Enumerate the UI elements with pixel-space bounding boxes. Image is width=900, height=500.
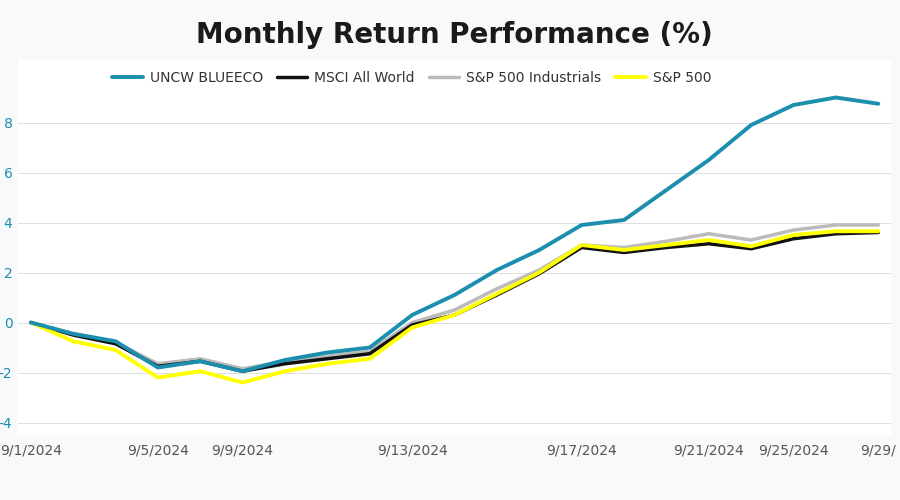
S&P 500 <box>364 356 375 362</box>
S&P 500 <box>238 380 248 386</box>
S&P 500 Industrials <box>407 320 418 326</box>
Legend: UNCW BLUEECO, MSCI All World, S&P 500 Industrials, S&P 500: UNCW BLUEECO, MSCI All World, S&P 500 In… <box>112 70 711 85</box>
S&P 500 Industrials <box>618 244 629 250</box>
S&P 500 Industrials <box>322 353 333 359</box>
MSCI All World <box>704 241 715 247</box>
MSCI All World <box>110 341 121 347</box>
MSCI All World <box>152 363 163 369</box>
S&P 500 <box>491 290 502 296</box>
S&P 500 Industrials <box>873 222 884 228</box>
MSCI All World <box>618 250 629 256</box>
S&P 500 Industrials <box>194 356 205 362</box>
UNCW BLUEECO <box>194 358 205 364</box>
S&P 500 <box>194 368 205 374</box>
S&P 500 Industrials <box>491 286 502 292</box>
S&P 500 <box>576 242 587 248</box>
Line: S&P 500 Industrials: S&P 500 Industrials <box>31 225 878 369</box>
S&P 500 <box>280 368 291 374</box>
Line: MSCI All World: MSCI All World <box>31 232 878 371</box>
MSCI All World <box>534 271 544 277</box>
UNCW BLUEECO <box>576 222 587 228</box>
S&P 500 Industrials <box>576 242 587 248</box>
S&P 500 Industrials <box>534 267 544 273</box>
S&P 500 Industrials <box>788 227 799 233</box>
S&P 500 Industrials <box>68 331 78 337</box>
Line: UNCW BLUEECO: UNCW BLUEECO <box>31 98 878 371</box>
UNCW BLUEECO <box>661 187 671 193</box>
S&P 500 Industrials <box>831 222 842 228</box>
S&P 500 <box>152 374 163 380</box>
S&P 500 <box>407 324 418 330</box>
S&P 500 Industrials <box>25 320 36 326</box>
Line: S&P 500: S&P 500 <box>31 231 878 382</box>
S&P 500 Industrials <box>449 307 460 313</box>
MSCI All World <box>491 292 502 298</box>
MSCI All World <box>68 332 78 338</box>
S&P 500 Industrials <box>280 358 291 364</box>
MSCI All World <box>25 320 36 326</box>
S&P 500 <box>831 228 842 234</box>
UNCW BLUEECO <box>449 292 460 298</box>
UNCW BLUEECO <box>152 364 163 370</box>
S&P 500 <box>25 320 36 326</box>
UNCW BLUEECO <box>110 338 121 344</box>
UNCW BLUEECO <box>831 94 842 100</box>
S&P 500 <box>618 247 629 253</box>
MSCI All World <box>746 246 757 252</box>
S&P 500 <box>661 242 671 248</box>
S&P 500 <box>449 312 460 318</box>
MSCI All World <box>322 356 333 362</box>
S&P 500 <box>322 361 333 367</box>
S&P 500 Industrials <box>746 237 757 243</box>
S&P 500 <box>110 347 121 353</box>
MSCI All World <box>407 322 418 328</box>
MSCI All World <box>576 244 587 250</box>
UNCW BLUEECO <box>618 217 629 223</box>
S&P 500 Industrials <box>152 361 163 367</box>
S&P 500 <box>873 228 884 234</box>
MSCI All World <box>238 368 248 374</box>
S&P 500 <box>746 243 757 249</box>
Title: Monthly Return Performance (%): Monthly Return Performance (%) <box>196 22 713 50</box>
UNCW BLUEECO <box>873 101 884 107</box>
UNCW BLUEECO <box>534 247 544 253</box>
S&P 500 <box>68 338 78 344</box>
UNCW BLUEECO <box>407 312 418 318</box>
S&P 500 Industrials <box>238 366 248 372</box>
UNCW BLUEECO <box>364 344 375 350</box>
S&P 500 Industrials <box>661 238 671 244</box>
S&P 500 <box>788 232 799 238</box>
MSCI All World <box>788 236 799 242</box>
S&P 500 Industrials <box>110 340 121 345</box>
S&P 500 Industrials <box>364 348 375 354</box>
MSCI All World <box>364 351 375 357</box>
UNCW BLUEECO <box>704 157 715 163</box>
UNCW BLUEECO <box>746 122 757 128</box>
UNCW BLUEECO <box>491 267 502 273</box>
MSCI All World <box>831 231 842 237</box>
MSCI All World <box>449 312 460 318</box>
UNCW BLUEECO <box>322 350 333 356</box>
MSCI All World <box>661 244 671 250</box>
S&P 500 <box>534 270 544 276</box>
S&P 500 <box>704 237 715 243</box>
UNCW BLUEECO <box>238 368 248 374</box>
UNCW BLUEECO <box>788 102 799 108</box>
MSCI All World <box>280 361 291 367</box>
UNCW BLUEECO <box>25 320 36 326</box>
UNCW BLUEECO <box>68 331 78 337</box>
S&P 500 Industrials <box>704 231 715 237</box>
MSCI All World <box>194 358 205 364</box>
UNCW BLUEECO <box>280 357 291 363</box>
MSCI All World <box>873 230 884 235</box>
